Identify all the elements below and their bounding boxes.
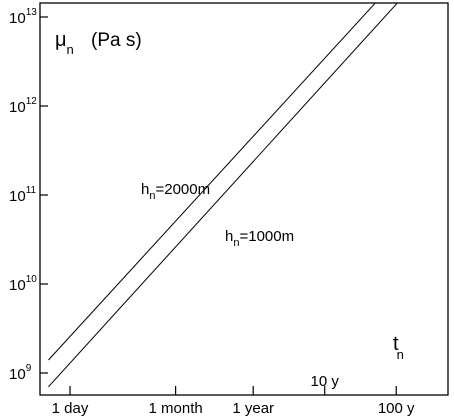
- x-axis-label: tn: [393, 333, 404, 362]
- y-axis-variable: μ: [55, 29, 67, 51]
- series-line-0: [48, 3, 376, 361]
- x-tick-label: 1 month: [149, 400, 203, 417]
- x-tick-label: 10 y: [311, 373, 340, 390]
- series-label-2000m: hn=2000m: [141, 181, 210, 202]
- y-tick-label: 1011: [9, 185, 37, 205]
- y-tick-label: 1012: [9, 96, 37, 116]
- y-axis-unit: (Pa s): [91, 30, 142, 51]
- y-tick-label: 1010: [9, 274, 37, 294]
- plot-frame: [39, 2, 449, 396]
- x-axis-subscript: n: [397, 347, 404, 362]
- series-line-1: [48, 3, 399, 388]
- y-axis-label: μn: [55, 29, 74, 57]
- y-tick-label: 1013: [9, 7, 37, 27]
- series-layer: [48, 3, 399, 388]
- x-axis-ticks: 1 day 1 month 1 year 10 y 100 y: [52, 373, 415, 417]
- x-tick-label: 100 y: [378, 400, 415, 417]
- x-tick-label: 1 day: [52, 400, 89, 417]
- y-axis-subscript: n: [67, 42, 74, 57]
- x-tick-label: 1 year: [232, 400, 274, 417]
- y-axis-ticks: 10910101011101210131014: [9, 7, 48, 383]
- y-tick-label: 109: [9, 363, 32, 383]
- x-axis-variable: t: [393, 333, 399, 355]
- series-label-1000m: hn=1000m: [225, 228, 294, 249]
